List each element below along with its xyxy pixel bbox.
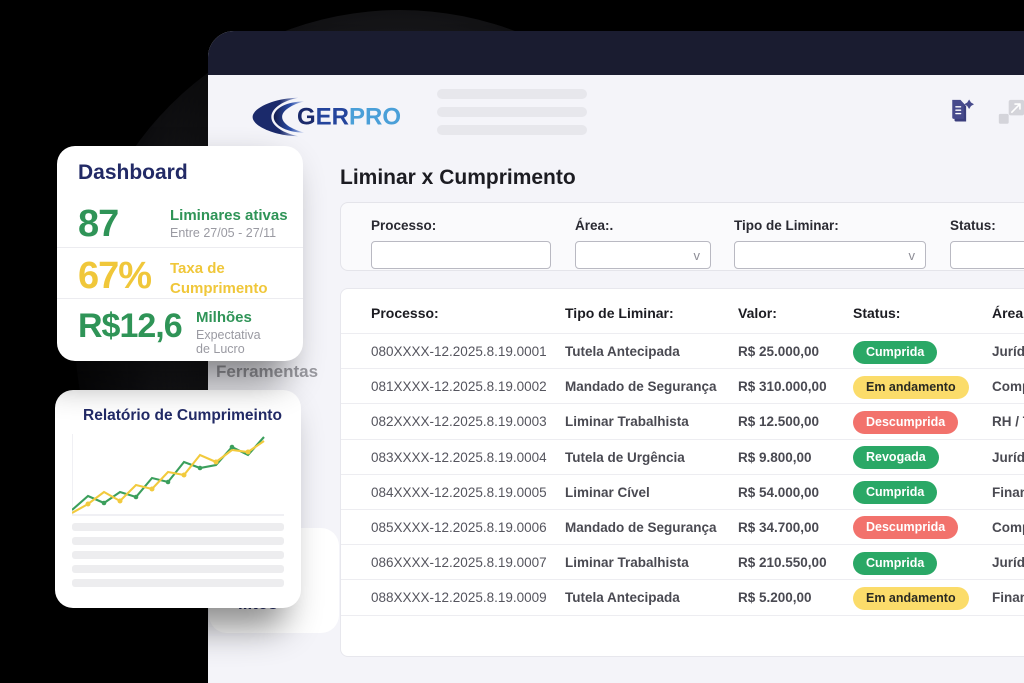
svg-text:GERPRO: GERPRO: [297, 104, 401, 131]
